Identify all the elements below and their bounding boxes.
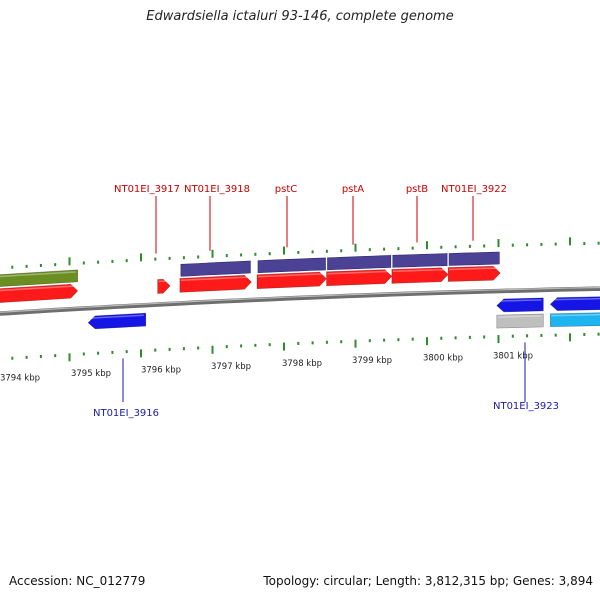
gene-feature bbox=[550, 312, 600, 328]
gene-label: pstC bbox=[275, 184, 297, 195]
gene-feature bbox=[256, 271, 327, 290]
cds-band bbox=[448, 251, 500, 266]
gene-feature bbox=[549, 296, 600, 311]
gene-feature bbox=[391, 267, 449, 284]
backbone-line bbox=[0, 286, 600, 316]
gene-highlight bbox=[0, 285, 76, 292]
scale-labels: 3794 kbp 3795 kbp 3796 kbp 3797 kbp 3798 kbp… bbox=[0, 352, 533, 384]
gene-label: NT01EI_3923 bbox=[493, 401, 559, 412]
scale-tick-label: 3798 kbp bbox=[282, 359, 322, 369]
gene-label: NT01EI_3918 bbox=[184, 184, 250, 195]
scale-tick-label: 3796 kbp bbox=[141, 365, 181, 375]
scale-tick-label: 3800 kbp bbox=[423, 354, 463, 364]
gene-label: pstA bbox=[342, 184, 364, 195]
gene-highlight bbox=[551, 297, 600, 301]
gene-feature bbox=[87, 312, 147, 330]
gene-label: NT01EI_3916 bbox=[93, 408, 159, 419]
gene-feature bbox=[0, 283, 79, 303]
gene-highlight bbox=[497, 315, 542, 318]
accession-text: Accession: NC_012779 bbox=[9, 574, 146, 588]
gene-track bbox=[0, 265, 600, 330]
cds-band bbox=[327, 255, 392, 271]
gene-label: NT01EI_3917 bbox=[114, 184, 180, 195]
gene-highlight bbox=[257, 273, 325, 278]
inner-tick-ring bbox=[11, 332, 600, 362]
topology-summary: Topology: circular; Length: 3,812,315 bp… bbox=[263, 574, 593, 588]
gene-feature bbox=[0, 269, 78, 287]
feature-bands bbox=[180, 251, 500, 277]
gene-highlight bbox=[551, 313, 600, 317]
gene-highlight bbox=[497, 299, 542, 302]
cds-band bbox=[392, 253, 448, 268]
scale-tick-label: 3794 kbp bbox=[0, 373, 40, 383]
gene-label: pstB bbox=[406, 184, 428, 195]
scale-tick-label: 3797 kbp bbox=[211, 362, 251, 372]
gene-highlight bbox=[0, 271, 76, 278]
gene-feature bbox=[447, 265, 501, 282]
gene-highlight bbox=[449, 267, 499, 271]
genome-backbone bbox=[0, 286, 600, 316]
gene-feature bbox=[496, 297, 544, 313]
gene-labels: NT01EI_3916 NT01EI_3917 NT01EI_3918 pstC pst… bbox=[93, 184, 559, 419]
gene-feature bbox=[179, 274, 252, 293]
gene-highlight bbox=[392, 268, 447, 273]
outer-tick-ring bbox=[11, 237, 600, 269]
cds-band bbox=[180, 260, 251, 277]
gene-highlight bbox=[327, 270, 390, 275]
scale-tick-label: 3799 kbp bbox=[352, 356, 392, 366]
gene-feature bbox=[326, 269, 393, 287]
gene-feature bbox=[157, 278, 171, 294]
cds-band bbox=[257, 257, 326, 274]
gene-highlight bbox=[180, 276, 250, 282]
map-title: Edwardsiella ictaluri 93-146, complete g… bbox=[146, 9, 454, 24]
gene-label: NT01EI_3922 bbox=[441, 184, 507, 195]
scale-tick-label: 3801 kbp bbox=[493, 352, 533, 362]
scale-tick-label: 3795 kbp bbox=[71, 369, 111, 379]
gene-highlight bbox=[89, 314, 144, 319]
gene-feature bbox=[496, 313, 544, 329]
backbone-highlight bbox=[0, 286, 600, 313]
